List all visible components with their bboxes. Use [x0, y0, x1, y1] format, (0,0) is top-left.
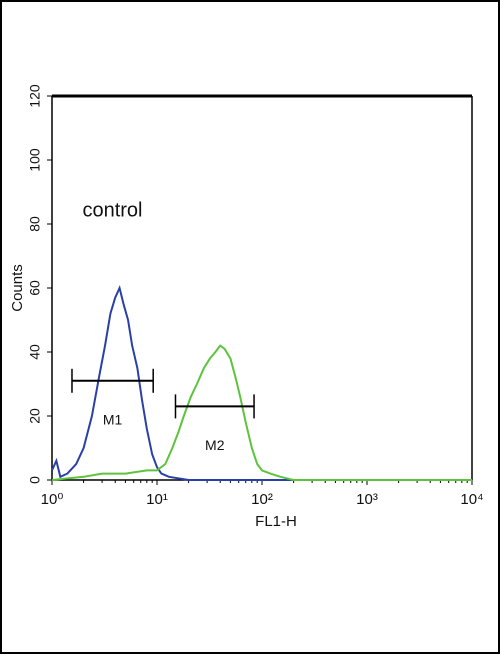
x-tick-label: 10³ — [356, 491, 378, 508]
series-line — [51, 284, 472, 481]
x-tick-label: 10⁴ — [460, 491, 483, 508]
y-tick-label: 100 — [27, 148, 43, 172]
y-tick-label: 0 — [27, 476, 43, 484]
y-tick-label: 80 — [27, 216, 43, 232]
y-tick-label: 120 — [27, 84, 43, 108]
y-tick-label: 60 — [27, 280, 43, 296]
gate-label: M2 — [205, 437, 225, 453]
gate-label: M1 — [103, 412, 123, 428]
y-axis-label: Counts — [9, 264, 26, 312]
x-tick-label: 10¹ — [146, 491, 168, 508]
y-tick-label: 20 — [27, 408, 43, 424]
y-tick-label: 40 — [27, 344, 43, 360]
annotation: control — [82, 199, 142, 221]
series-line — [51, 344, 472, 481]
x-tick-label: 10⁰ — [41, 491, 64, 508]
x-axis-label: FL1-H — [255, 513, 297, 530]
x-tick-label: 10² — [251, 491, 273, 508]
